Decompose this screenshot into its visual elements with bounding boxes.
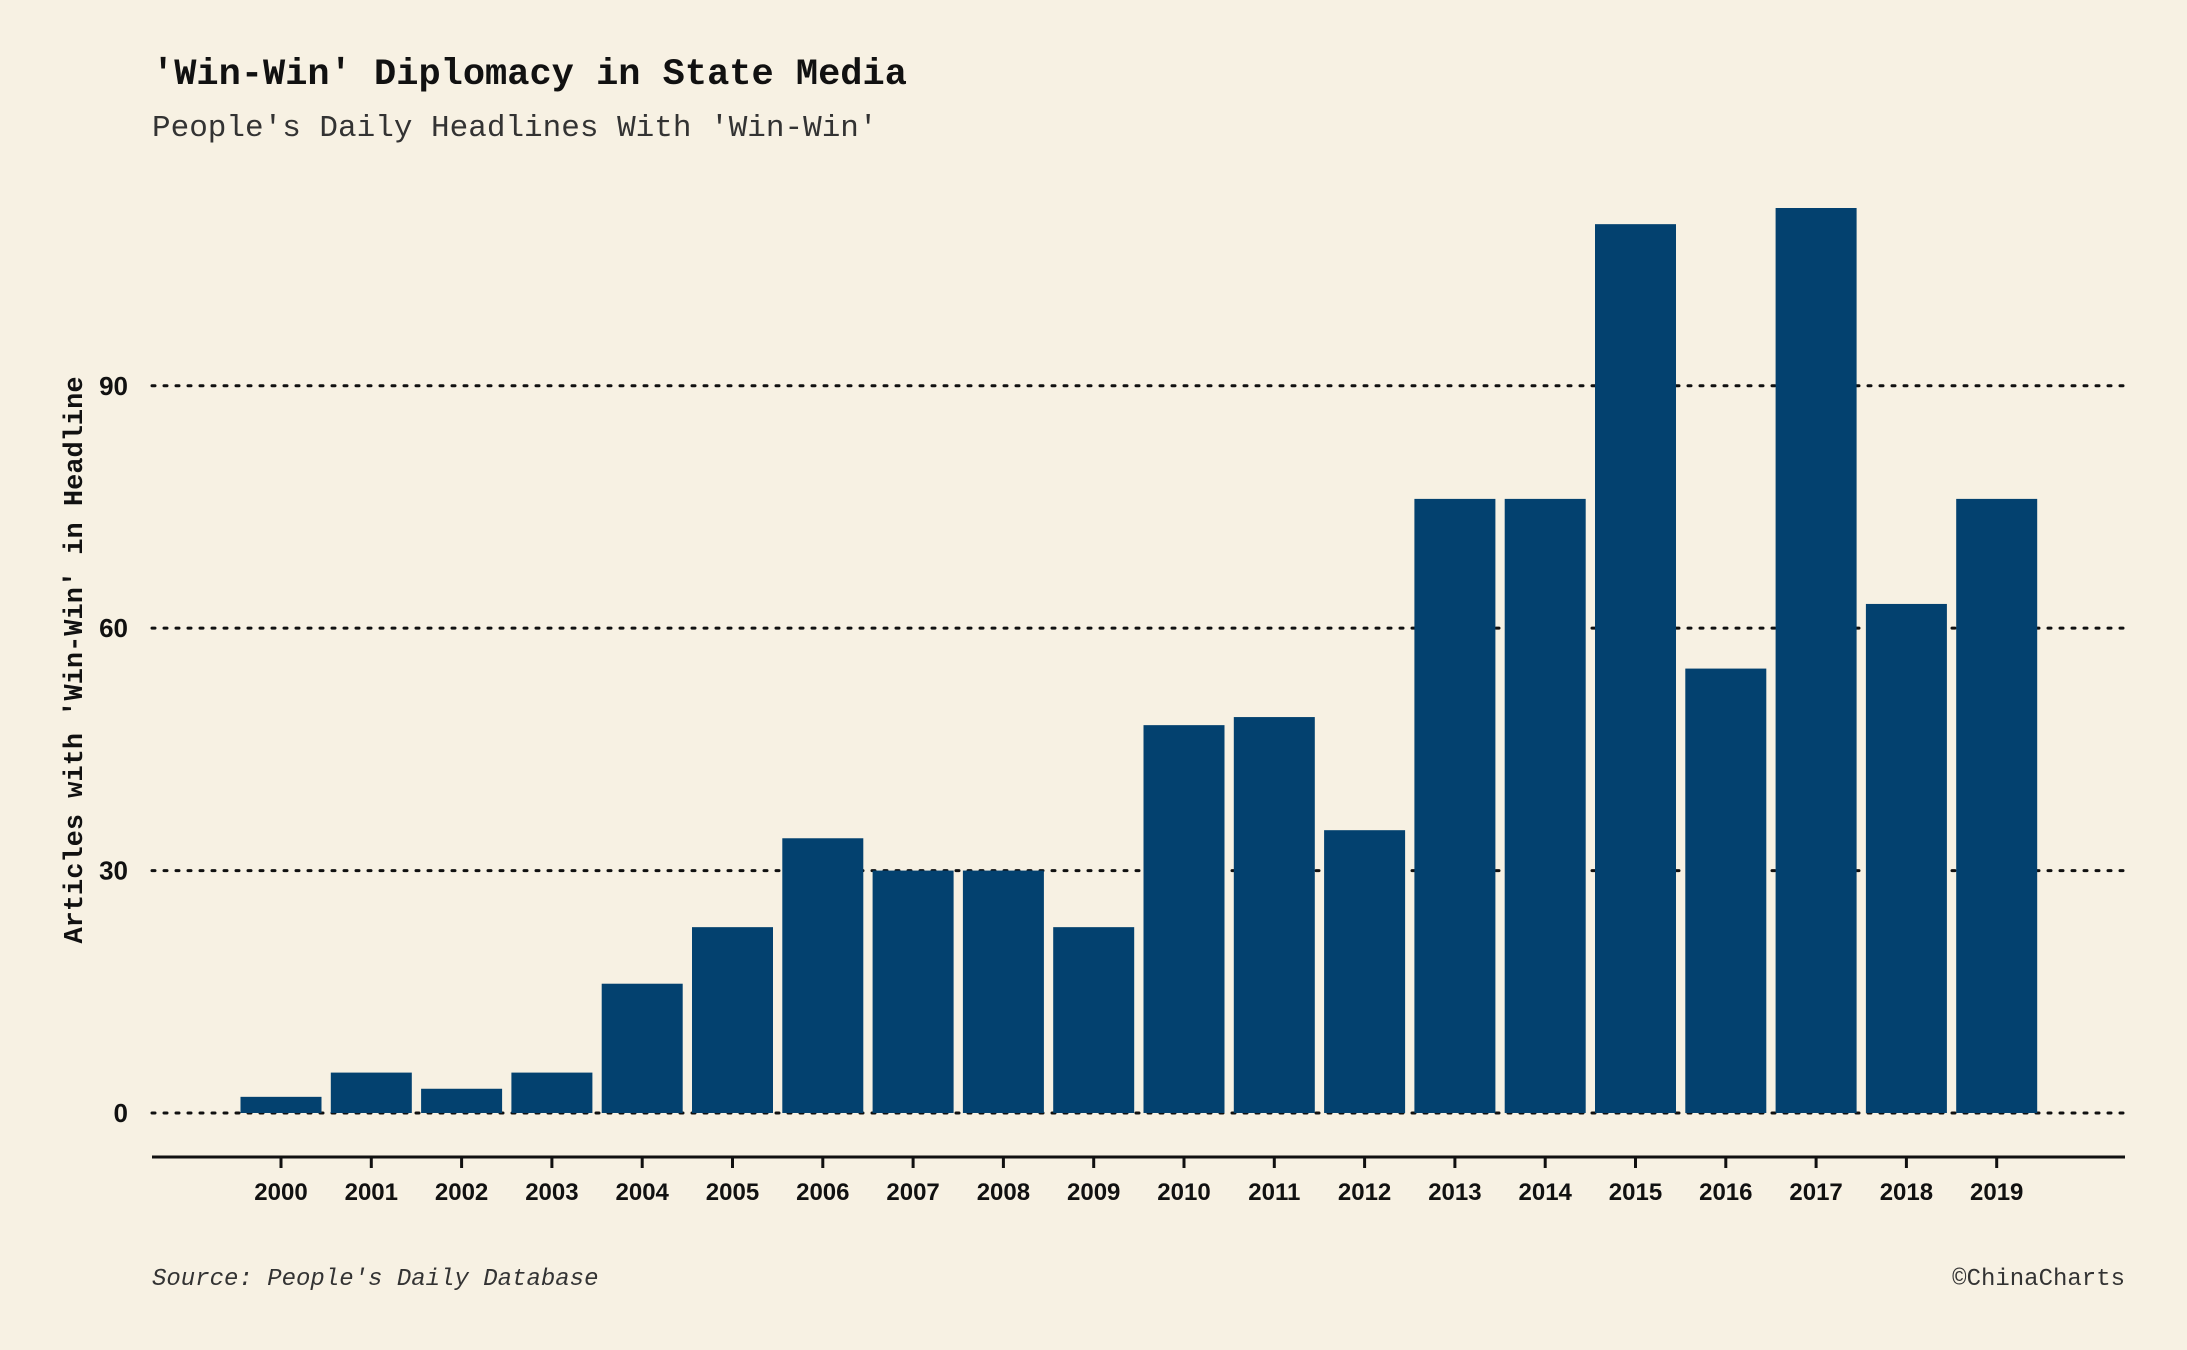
- source-caption: Source: People's Daily Database: [152, 1266, 598, 1293]
- y-tick-label: 30: [99, 856, 128, 886]
- bar: [601, 983, 683, 1113]
- x-tick-label: 2004: [616, 1179, 670, 1206]
- bar: [872, 870, 954, 1113]
- x-tick-label: 2003: [525, 1179, 578, 1206]
- x-tick-label: 2014: [1519, 1179, 1573, 1206]
- chart-title: 'Win-Win' Diplomacy in State Media: [152, 54, 907, 96]
- bar: [1956, 498, 2038, 1114]
- x-tick-label: 2018: [1880, 1179, 1933, 1206]
- x-tick-label: 2015: [1609, 1179, 1662, 1206]
- x-tick-label: 2019: [1970, 1179, 2023, 1206]
- x-tick-label: 2000: [254, 1179, 307, 1206]
- bar: [330, 1072, 412, 1113]
- bar: [1143, 725, 1225, 1113]
- bar: [962, 870, 1044, 1113]
- x-tick-label: 2002: [435, 1179, 488, 1206]
- x-tick-label: 2008: [977, 1179, 1030, 1206]
- y-tick-label: 60: [99, 613, 128, 643]
- bar: [1053, 927, 1135, 1113]
- x-tick-label: 2013: [1428, 1179, 1481, 1206]
- bar: [1595, 224, 1676, 1114]
- bar: [1233, 717, 1315, 1113]
- x-tick-label: 2017: [1789, 1179, 1842, 1206]
- x-tick-label: 2016: [1699, 1179, 1752, 1206]
- bar: [421, 1088, 503, 1113]
- x-tick-label: 2007: [886, 1179, 939, 1206]
- x-tick-label: 2006: [796, 1179, 849, 1206]
- chart-subtitle: People's Daily Headlines With 'Win-Win': [152, 111, 878, 146]
- bar: [1685, 668, 1767, 1113]
- bar: [511, 1072, 593, 1113]
- bar: [1324, 830, 1406, 1113]
- y-tick-label: 90: [99, 371, 128, 401]
- x-tick-label: 2011: [1248, 1179, 1300, 1206]
- x-tick-label: 2005: [706, 1179, 759, 1206]
- x-tick-label: 2012: [1338, 1179, 1391, 1206]
- x-tick-label: 2009: [1067, 1179, 1120, 1206]
- bar: [1775, 208, 1857, 1113]
- bar: [1504, 498, 1586, 1114]
- y-axis-ticks: 0 30 60 90: [99, 371, 128, 1128]
- x-axis-ticks: 2000 2001 2002 2003 2004 2005 2006 2007 2008 2009…: [254, 1158, 2023, 1206]
- y-axis-label: Articles with 'Win-Win' in Headline: [61, 376, 91, 943]
- copyright-caption: ©ChinaCharts: [1952, 1266, 2125, 1293]
- bar: [240, 1096, 322, 1113]
- y-tick-label: 0: [114, 1098, 128, 1128]
- bar: [1865, 603, 1947, 1113]
- x-tick-label: 2001: [345, 1179, 398, 1206]
- x-tick-label: 2010: [1157, 1179, 1210, 1206]
- bar: [692, 927, 773, 1113]
- bar: [782, 838, 864, 1113]
- bars: [240, 208, 2038, 1114]
- bar: [1414, 498, 1496, 1114]
